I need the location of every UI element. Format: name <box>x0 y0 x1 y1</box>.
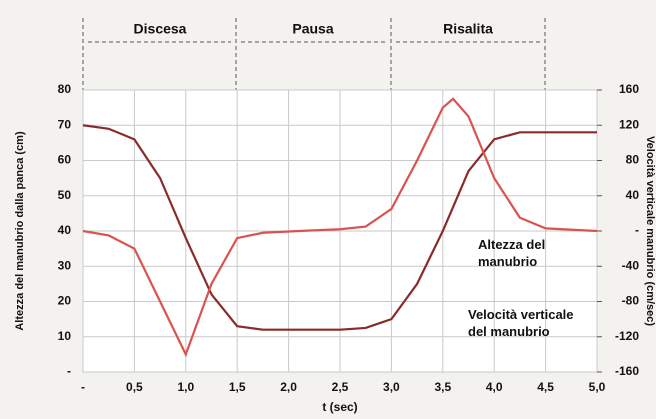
y-tick-label: 30 <box>58 258 72 272</box>
x-tick-label: 2,5 <box>332 380 349 394</box>
y-tick-label: 40 <box>58 223 72 237</box>
x-tick-label: - <box>81 380 85 394</box>
y-tick-label: 10 <box>58 329 72 343</box>
y2-tick-label: 120 <box>619 117 639 131</box>
y2-tick-label: 40 <box>626 188 640 202</box>
x-tick-label: 5,0 <box>589 380 606 394</box>
x-axis-label: t (sec) <box>322 400 357 414</box>
y-tick-label: 60 <box>58 153 72 167</box>
y2-tick-label: 80 <box>626 153 640 167</box>
y-axis-label: Altezza del manubrio dalla panca (cm) <box>14 131 26 331</box>
x-tick-label: 4,0 <box>486 380 503 394</box>
x-tick-label: 2,0 <box>280 380 297 394</box>
y-tick-label: 50 <box>58 188 72 202</box>
phase-label: Risalita <box>443 21 493 37</box>
x-tick-label: 0,5 <box>126 380 143 394</box>
x-tick-label: 3,5 <box>434 380 451 394</box>
y-tick-label: 20 <box>58 294 72 308</box>
series-label-line: Altezza del <box>478 237 545 252</box>
y2-tick-label: 160 <box>619 82 639 96</box>
x-tick-label: 4,5 <box>537 380 554 394</box>
x-tick-label: 1,0 <box>177 380 194 394</box>
y2-tick-label: -120 <box>615 329 639 343</box>
chart: Discesa Pausa Risalita t (sec) Altezza d… <box>0 0 656 419</box>
y2-tick-label: - <box>635 223 639 237</box>
series-label-line: manubrio <box>478 254 537 269</box>
y-tick-label: 80 <box>58 82 72 96</box>
series-label-line: del manubrio <box>468 324 550 339</box>
y2-tick-label: -80 <box>622 294 640 308</box>
x-tick-label: 3,0 <box>383 380 400 394</box>
phase-label: Pausa <box>292 21 333 37</box>
y2-tick-label: -160 <box>615 364 639 378</box>
y-tick-label: 70 <box>58 117 72 131</box>
series-label-line: Velocità verticale <box>468 307 574 322</box>
x-tick-label: 1,5 <box>229 380 246 394</box>
y-tick-label: - <box>67 364 71 378</box>
y2-tick-label: -40 <box>622 258 640 272</box>
y2-axis-label: Velocità verticale manubrio (cm/sec) <box>644 136 656 326</box>
phase-label: Discesa <box>134 21 187 37</box>
